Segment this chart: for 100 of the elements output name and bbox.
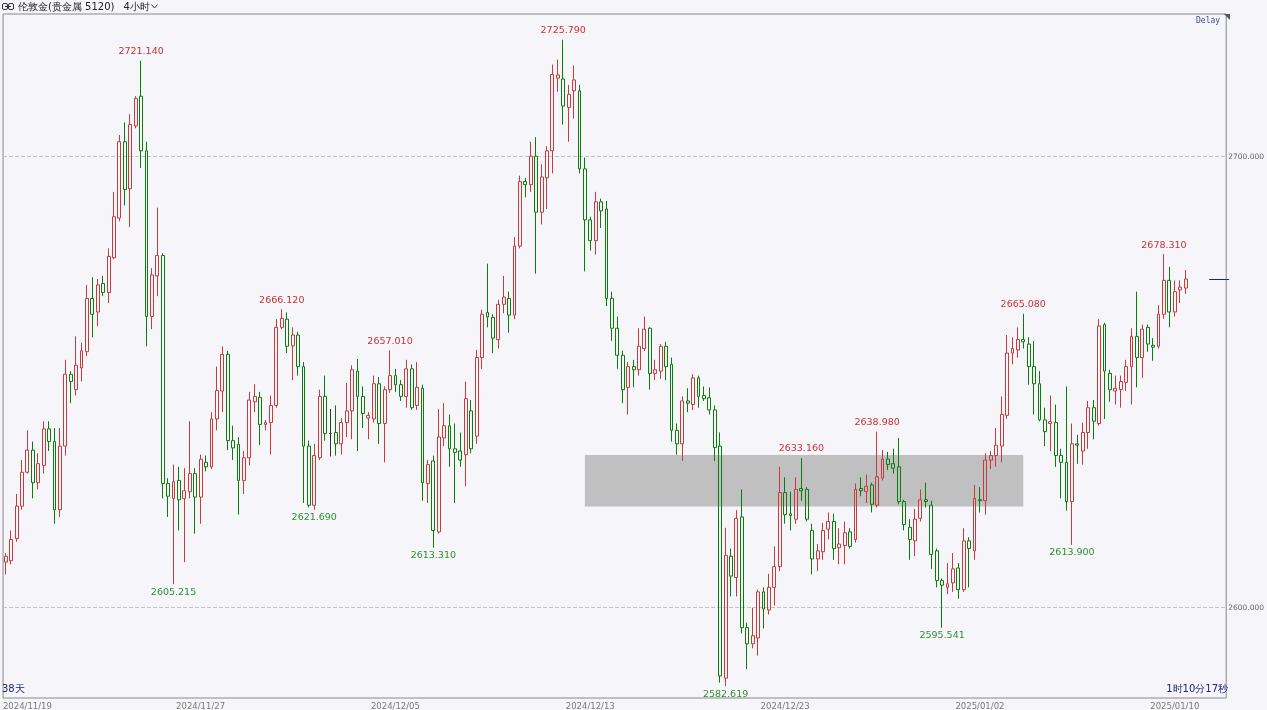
candlestick	[1021, 313, 1025, 350]
candlestick	[377, 376, 381, 445]
candlestick	[139, 60, 143, 169]
candlestick	[832, 513, 836, 561]
candlestick	[36, 452, 40, 490]
candlestick	[605, 200, 608, 307]
candlestick	[870, 482, 874, 513]
annotation: 2621.690	[291, 511, 337, 523]
candlestick	[1043, 407, 1047, 447]
annotation: Delay	[1196, 15, 1221, 27]
candlestick	[264, 419, 267, 431]
candlestick	[529, 141, 533, 193]
candlestick	[1011, 336, 1014, 365]
candlestick	[1130, 327, 1133, 406]
candlestick	[1178, 279, 1182, 304]
candlestick	[491, 313, 495, 354]
candlestick	[101, 275, 105, 297]
candlestick	[983, 452, 987, 516]
candlestick	[1108, 369, 1112, 403]
candlestick	[193, 467, 197, 535]
x-tick-label: 2024/12/13	[565, 700, 615, 710]
candlestick	[448, 413, 451, 468]
candlestick	[924, 482, 928, 508]
candlestick	[237, 436, 240, 516]
candlestick	[929, 500, 933, 570]
candlestick	[47, 420, 51, 452]
annotation: 2725.790	[540, 24, 586, 36]
candlestick	[399, 379, 403, 402]
candlestick	[697, 375, 700, 409]
candlestick	[1075, 434, 1079, 465]
candlestick	[1135, 291, 1139, 388]
candlestick	[469, 399, 473, 454]
annotation: 2613.900	[1049, 546, 1095, 558]
annotation: 2613.310	[410, 549, 456, 561]
candlestick	[881, 449, 884, 481]
candlestick	[210, 411, 213, 470]
candlestick	[805, 486, 809, 522]
candlestick	[859, 476, 863, 497]
candlestick	[361, 385, 365, 429]
candlestick	[464, 381, 468, 487]
annotation: 2595.541	[919, 629, 965, 641]
annotation: 2678.310	[1141, 238, 1187, 250]
candlestick	[664, 341, 668, 381]
candlestick	[1113, 375, 1117, 406]
candlestick	[1016, 326, 1020, 359]
candlestick	[1038, 370, 1041, 422]
candlestick	[680, 395, 684, 462]
candlestick	[653, 359, 657, 381]
candlestick	[1065, 385, 1068, 512]
candlestick	[366, 411, 370, 440]
candlestick	[918, 488, 922, 522]
candlestick	[426, 459, 430, 504]
candlestick	[302, 361, 305, 504]
candlestick	[69, 370, 73, 404]
x-tick-label: 2024/12/23	[760, 700, 810, 710]
candlestick	[372, 375, 376, 424]
candlestick	[356, 358, 359, 452]
candlestick	[85, 284, 89, 357]
candlestick	[578, 84, 581, 174]
candlestick	[659, 343, 663, 380]
candlestick	[783, 476, 787, 525]
candlestick	[962, 527, 966, 593]
candlestick	[967, 536, 971, 588]
candlestick	[675, 423, 679, 456]
annotation: 2665.080	[1000, 298, 1046, 310]
candlestick	[182, 467, 186, 563]
candlestick	[724, 527, 728, 687]
candlestick	[339, 417, 343, 456]
candlestick	[1070, 423, 1074, 546]
candlestick	[518, 175, 522, 249]
candlestick	[323, 375, 327, 442]
candlestick	[42, 420, 46, 475]
annotation: 38天	[2, 683, 25, 695]
candlestick	[307, 440, 311, 508]
candlestick	[421, 384, 424, 502]
annotation: 2582.619	[702, 687, 749, 699]
candlestick	[507, 291, 511, 334]
candlestick	[329, 408, 332, 457]
candlestick	[1167, 266, 1171, 328]
candlestick	[1048, 395, 1052, 452]
candlestick	[1173, 279, 1177, 317]
candlestick	[864, 474, 868, 504]
candlestick	[1151, 337, 1155, 362]
candlestick	[410, 363, 414, 411]
candlestick	[415, 361, 419, 411]
candlestick	[172, 464, 175, 585]
candlestick	[1146, 324, 1150, 353]
annotation: 2666.120	[259, 293, 305, 305]
candlestick	[1092, 399, 1096, 440]
candlestick	[431, 455, 435, 549]
candlestick	[502, 275, 506, 314]
candlestick	[691, 373, 695, 411]
candlestick	[1103, 322, 1106, 420]
candlestick	[177, 466, 181, 531]
candlestick	[1097, 318, 1101, 427]
candlestick	[253, 383, 257, 413]
annotation: 2605.215	[150, 585, 197, 597]
candlestick	[686, 387, 690, 413]
candlestick	[826, 511, 830, 541]
candlestick	[572, 64, 576, 120]
